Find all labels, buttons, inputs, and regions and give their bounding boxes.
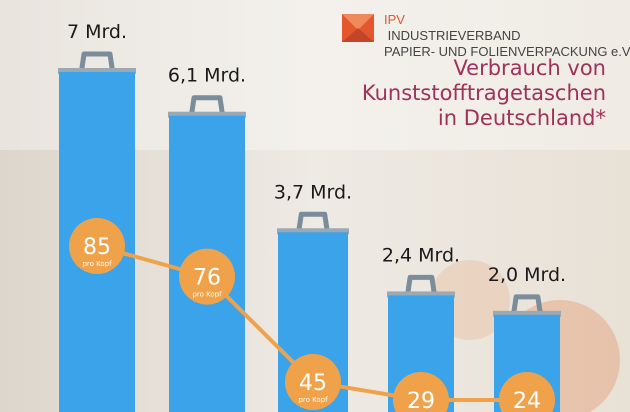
brand-logo-icon <box>342 14 374 42</box>
bag-handle <box>295 211 331 235</box>
per-capita-unit: pro Kopf <box>82 260 112 268</box>
bar-value-label: 6,1 Mrd. <box>168 65 246 87</box>
per-capita-point <box>499 372 555 412</box>
bag-handle <box>188 95 226 119</box>
bar-value-label: 2,4 Mrd. <box>382 244 460 266</box>
bag-handle <box>510 294 544 318</box>
bag-rim <box>58 68 136 74</box>
bag-handle <box>404 274 438 298</box>
bar-value-label: 7 Mrd. <box>67 21 127 43</box>
per-capita-value: 24 <box>513 389 541 412</box>
per-capita-value: 76 <box>193 266 221 291</box>
per-capita-unit: pro Kopf <box>298 396 328 404</box>
bag-rim <box>168 111 246 118</box>
bar-value-label: 2,0 Mrd. <box>488 264 566 286</box>
brand-prefix: IPV <box>384 12 405 27</box>
per-capita-value: 85 <box>83 235 111 260</box>
per-capita-value: 29 <box>407 389 435 412</box>
bag-rim <box>493 310 561 317</box>
per-capita-unit: pro Kopf <box>192 291 222 299</box>
bar-value-label: 3,7 Mrd. <box>274 181 352 203</box>
per-capita-value: 45 <box>299 371 327 396</box>
per-capita-point <box>179 248 235 305</box>
title-line3: in Deutschland* <box>437 106 606 130</box>
title-line1: Verbrauch von <box>453 56 606 80</box>
per-capita-point <box>285 354 341 410</box>
brand-block: IPV INDUSTRIEVERBAND PAPIER- UND FOLIENV… <box>340 10 630 59</box>
bag-rim <box>277 228 349 235</box>
bag-rim <box>387 291 455 298</box>
bag-handle <box>78 51 116 75</box>
chart-title: Verbrauch von Kunststofftragetaschen in … <box>362 56 606 131</box>
brand-line1: INDUSTRIEVERBAND <box>387 28 521 43</box>
per-capita-point <box>69 218 125 274</box>
per-capita-point <box>393 372 449 412</box>
brand-line2: PAPIER- UND FOLIENVERPACKUNG e.V. <box>384 44 630 59</box>
title-line2: Kunststofftragetaschen <box>361 81 606 105</box>
